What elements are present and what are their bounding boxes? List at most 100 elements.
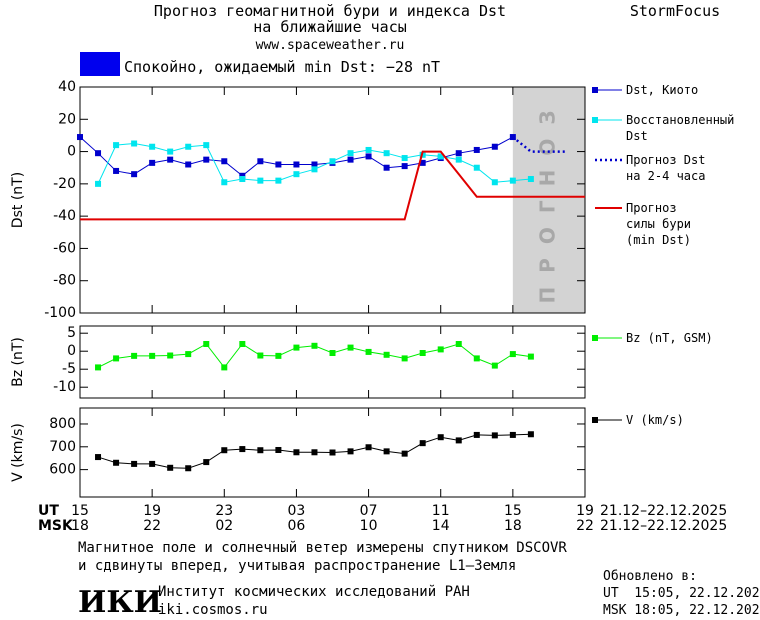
data-point	[383, 164, 390, 171]
y-tick-label: -10	[53, 379, 76, 395]
legend-line: Dst, Киото	[626, 83, 698, 97]
x-tick-label: 10	[360, 518, 378, 534]
x-row-label: MSK	[38, 518, 74, 534]
data-point	[527, 176, 534, 183]
brand: StormFocus	[630, 2, 720, 20]
data-point	[113, 142, 120, 149]
data-point	[383, 150, 390, 157]
x-tick-label: 07	[360, 503, 378, 519]
data-point	[239, 176, 246, 183]
url: www.spaceweather.ru	[256, 38, 405, 53]
x-tick-label: 22	[143, 518, 161, 534]
data-point	[329, 449, 336, 456]
data-point	[293, 161, 300, 168]
data-point	[383, 448, 390, 455]
data-point	[221, 364, 228, 371]
y-tick-label: 0	[67, 343, 76, 359]
data-point	[329, 350, 336, 356]
logo: ИКИ	[78, 585, 162, 620]
data-point	[473, 164, 480, 171]
x-tick-label: 19	[576, 503, 594, 519]
legend-label: Восстановленный Dst	[626, 113, 734, 143]
legend-line: (min Dst)	[626, 233, 691, 247]
data-point	[527, 431, 534, 438]
data-point	[203, 156, 210, 163]
data-point	[149, 143, 156, 150]
data-point	[491, 362, 498, 369]
data-point	[347, 150, 354, 157]
data-point	[149, 460, 156, 467]
data-point	[473, 355, 480, 362]
data-point	[437, 346, 444, 353]
data-point	[509, 351, 516, 358]
data-point	[167, 464, 174, 471]
data-point	[365, 348, 372, 355]
data-point	[509, 177, 516, 184]
data-point	[239, 446, 246, 453]
data-point	[95, 180, 102, 187]
data-point	[185, 143, 192, 150]
legend-line: Прогноз	[626, 201, 677, 215]
plot-frame	[79, 86, 586, 314]
y-tick-label: -100	[44, 305, 76, 321]
status: Спокойно, ожидаемый min Dst: −28 nT	[124, 58, 440, 76]
date-range: 21.12–22.12.2025	[600, 503, 727, 519]
data-point	[221, 447, 228, 454]
x-tick-label: 19	[143, 503, 161, 519]
data-point	[293, 449, 300, 456]
data-point	[419, 159, 426, 166]
data-point	[275, 177, 282, 184]
data-point	[455, 150, 462, 157]
data-point	[311, 449, 318, 456]
data-point	[167, 352, 174, 359]
legend-line: Bz (nT, GSM)	[626, 331, 713, 345]
x-tick-label: 11	[432, 503, 450, 519]
data-point	[329, 158, 336, 165]
y-tick-label: 5	[67, 325, 76, 341]
y-tick-label: 700	[49, 439, 76, 455]
y-tick-label: 600	[49, 462, 76, 478]
data-point	[221, 179, 228, 186]
data-point	[131, 352, 138, 359]
legend-line: Восстановленный	[626, 113, 734, 127]
data-point	[509, 431, 516, 438]
data-point	[491, 143, 498, 150]
data-point	[239, 172, 246, 179]
legend-line: на 2-4 часа	[626, 169, 705, 183]
legend-line: силы бури	[626, 217, 691, 231]
series-line	[512, 136, 567, 153]
data-point	[131, 140, 138, 147]
data-point	[77, 134, 83, 141]
data-point	[185, 351, 192, 358]
data-point	[437, 434, 444, 441]
data-point	[383, 351, 390, 358]
data-point	[293, 171, 300, 178]
y-axis-label: Bz (nT)	[10, 337, 26, 387]
data-point	[365, 444, 372, 451]
data-point	[275, 161, 282, 168]
subtitle: на ближайшие часы	[253, 18, 407, 36]
x-tick-label: 23	[215, 503, 233, 519]
x-tick-label: 06	[288, 518, 306, 534]
data-point	[95, 454, 102, 461]
y-tick-label: 20	[58, 111, 76, 127]
legend-label: Dst, Киото	[626, 83, 698, 97]
data-point	[347, 448, 354, 455]
data-point	[473, 146, 480, 153]
forecast-region	[512, 87, 585, 313]
updated-title: Обновлено в:	[603, 569, 697, 584]
data-point	[131, 460, 138, 467]
data-point	[95, 150, 102, 157]
legend-label: V (km/s)	[626, 413, 684, 427]
institute: Институт космических исследований РАН	[158, 584, 470, 600]
data-point	[365, 146, 372, 153]
y-axis-label: Dst (nT)	[10, 172, 26, 228]
data-point	[347, 156, 354, 163]
data-point	[239, 341, 246, 347]
data-point	[113, 167, 120, 174]
data-point	[491, 179, 498, 186]
x-row-label: UT	[38, 503, 59, 519]
data-point	[257, 447, 264, 454]
updated-msk: MSK 18:05, 22.12.2025	[603, 603, 760, 618]
